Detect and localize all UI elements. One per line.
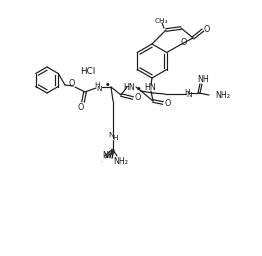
Text: NH₂: NH₂ [113,157,128,166]
Text: H: H [184,89,190,95]
Text: O: O [181,38,187,47]
Text: ●: ● [137,87,141,91]
Text: HN: HN [123,82,135,91]
Text: NH₂: NH₂ [215,91,230,100]
Text: N: N [186,92,192,98]
Text: O: O [135,93,141,102]
Text: O: O [204,26,210,35]
Text: NH: NH [197,76,209,84]
Text: ●: ● [106,83,110,87]
Text: N: N [96,86,102,92]
Text: HN: HN [144,83,156,92]
Text: O: O [69,80,75,89]
Text: H: H [94,82,100,88]
Text: INH: INH [101,161,103,162]
Text: N: N [108,132,114,138]
Text: HCl: HCl [80,67,96,76]
Text: O: O [165,99,171,108]
Text: CH₃: CH₃ [154,18,168,24]
Text: NH: NH [102,151,114,159]
Text: O: O [78,102,84,112]
Text: H: H [112,135,118,141]
